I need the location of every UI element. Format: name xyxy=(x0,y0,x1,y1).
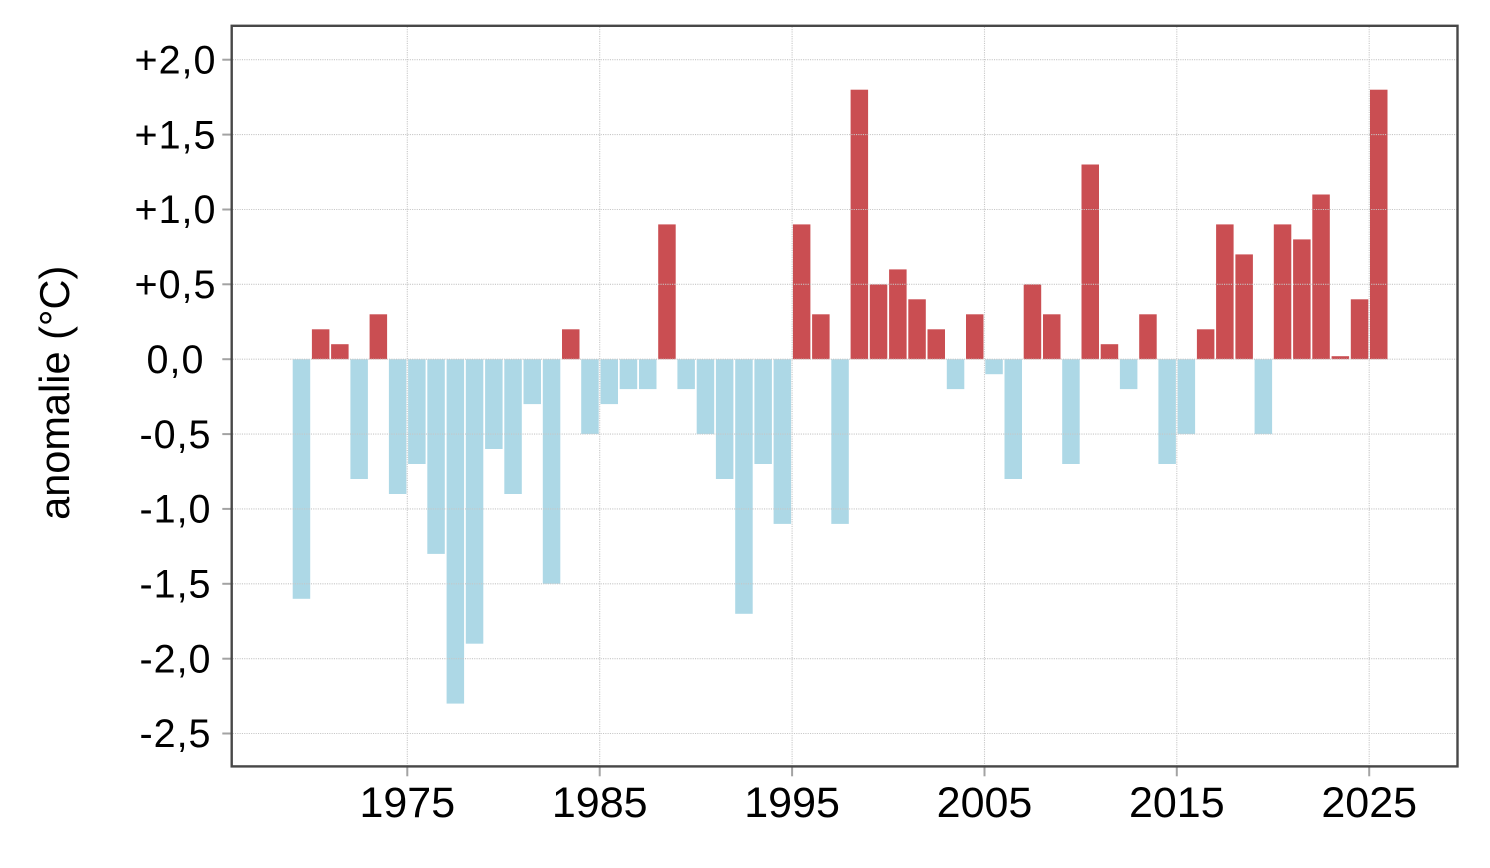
svg-text:+1,5: +1,5 xyxy=(135,113,217,157)
svg-text:-2,0: -2,0 xyxy=(139,637,211,681)
svg-text:-2,5: -2,5 xyxy=(139,712,211,756)
svg-text:2005: 2005 xyxy=(937,779,1033,827)
svg-text:1985: 1985 xyxy=(552,779,648,827)
svg-text:1995: 1995 xyxy=(744,779,840,827)
svg-text:-0,5: -0,5 xyxy=(139,413,211,457)
svg-text:1975: 1975 xyxy=(359,779,455,827)
svg-text:anomalie (°C): anomalie (°C) xyxy=(31,266,78,520)
svg-text:2015: 2015 xyxy=(1129,779,1225,827)
svg-text:+2,0: +2,0 xyxy=(135,38,217,82)
svg-text:-1,0: -1,0 xyxy=(139,488,211,532)
svg-text:0,0: 0,0 xyxy=(147,338,205,382)
svg-text:2025: 2025 xyxy=(1321,779,1417,827)
svg-text:+1,0: +1,0 xyxy=(135,188,217,232)
svg-text:-1,5: -1,5 xyxy=(139,563,211,607)
svg-text:+0,5: +0,5 xyxy=(135,263,217,307)
